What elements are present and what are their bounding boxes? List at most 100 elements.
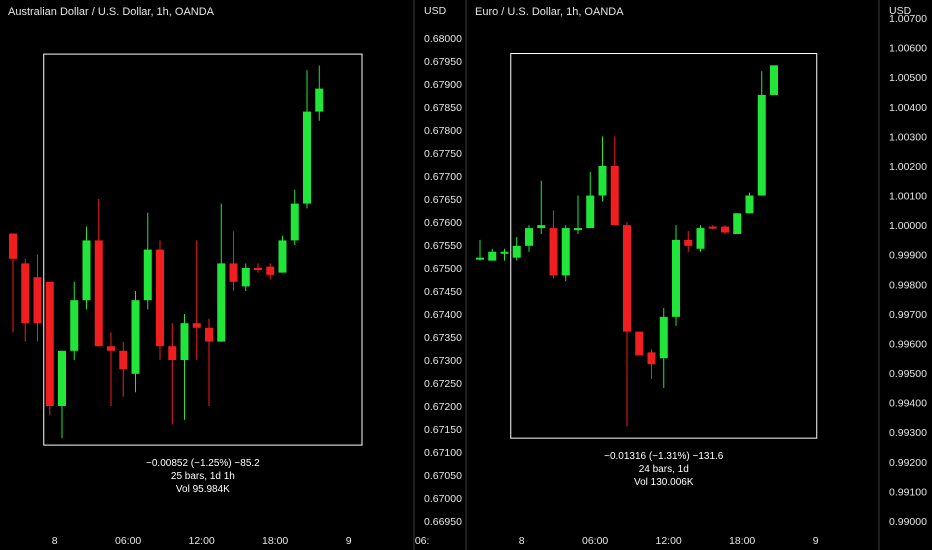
candle[interactable] xyxy=(733,213,742,234)
candle[interactable] xyxy=(205,318,213,406)
audusd-y-tick: 0.67450 xyxy=(424,286,462,298)
candle[interactable] xyxy=(119,341,128,397)
candle[interactable] xyxy=(45,281,54,416)
candle[interactable] xyxy=(659,307,668,388)
candle[interactable] xyxy=(708,225,717,230)
eurusd-y-tick: 0.99200 xyxy=(889,457,927,469)
audusd-range-box[interactable] xyxy=(43,53,363,446)
audusd-y-tick: 0.67900 xyxy=(424,79,462,91)
eurusd-y-tick: 0.99300 xyxy=(889,427,927,439)
eurusd-y-tick: 1.00000 xyxy=(889,220,927,232)
eurusd-chart[interactable]: USD 0.99000 0.99100 0.99200 0.99300 0.99400 0.… xyxy=(467,0,932,550)
candle[interactable] xyxy=(586,171,595,229)
candle[interactable] xyxy=(229,231,238,291)
candle-body xyxy=(266,266,275,275)
eurusd-y-tick: 1.00500 xyxy=(889,72,927,84)
audusd-range-stat: 25 bars, 1d 1h xyxy=(171,471,235,482)
candle-body xyxy=(745,195,754,214)
audusd-range-stat: −0.00852 (−1.25%) −85.2 xyxy=(146,458,260,469)
pane-divider[interactable] xyxy=(465,0,467,550)
candle[interactable] xyxy=(21,258,30,342)
candle[interactable] xyxy=(82,226,91,310)
eurusd-range-box[interactable] xyxy=(510,53,818,439)
candle[interactable] xyxy=(745,192,754,214)
candle[interactable] xyxy=(672,225,680,326)
candle-body xyxy=(659,316,668,359)
candle[interactable] xyxy=(107,332,115,406)
candle[interactable] xyxy=(488,248,497,261)
candle[interactable] xyxy=(476,239,484,261)
candle[interactable] xyxy=(647,349,656,379)
candle[interactable] xyxy=(525,225,533,252)
audusd-y-tick: 0.67050 xyxy=(424,470,462,482)
eurusd-x-tick: 8 xyxy=(519,535,525,547)
eurusd-y-tick: 1.00300 xyxy=(889,131,927,143)
candle-body xyxy=(672,239,680,317)
candle[interactable] xyxy=(33,254,42,342)
candle[interactable] xyxy=(9,233,17,333)
candle[interactable] xyxy=(192,240,201,360)
chart-pane-audusd[interactable]: USD 0.66950 0.67000 0.67050 0.67100 0.67150 0.… xyxy=(0,0,465,550)
candle[interactable] xyxy=(70,281,79,360)
candle[interactable] xyxy=(537,180,546,234)
audusd-chart[interactable]: USD 0.66950 0.67000 0.67050 0.67100 0.67150 0.… xyxy=(0,0,465,550)
candle-body xyxy=(107,346,115,351)
candle[interactable] xyxy=(131,291,140,393)
audusd-x-tick: 18:00 xyxy=(262,535,288,547)
candle[interactable] xyxy=(549,210,558,279)
audusd-y-tick: 0.67600 xyxy=(424,217,462,229)
candle[interactable] xyxy=(757,71,766,196)
candle[interactable] xyxy=(290,189,299,245)
audusd-y-tick: 0.67000 xyxy=(424,493,462,505)
candle[interactable] xyxy=(168,323,177,425)
candle-body xyxy=(290,203,299,241)
candle[interactable] xyxy=(315,65,324,121)
candle[interactable] xyxy=(143,212,152,310)
candle[interactable] xyxy=(303,70,311,209)
audusd-y-tick: 0.67800 xyxy=(424,125,462,137)
candle[interactable] xyxy=(696,225,705,252)
candle[interactable] xyxy=(684,231,693,252)
eurusd-y-tick: 0.99500 xyxy=(889,368,927,380)
candle-body xyxy=(525,228,533,246)
candle[interactable] xyxy=(561,225,570,282)
candle[interactable] xyxy=(598,136,607,202)
candle-body xyxy=(647,352,656,365)
candle-body xyxy=(586,195,595,229)
audusd-y-tick: 0.68000 xyxy=(424,33,462,45)
eurusd-x-tick: 12:00 xyxy=(656,535,682,547)
candle[interactable] xyxy=(217,203,226,342)
candle[interactable] xyxy=(156,240,164,360)
audusd-y-tick: 0.67550 xyxy=(424,240,462,252)
candle-body xyxy=(610,165,619,226)
candle[interactable] xyxy=(58,350,66,439)
candle[interactable] xyxy=(500,248,509,261)
candle[interactable] xyxy=(574,195,582,234)
candle-body xyxy=(635,331,644,356)
candle-body xyxy=(537,225,546,229)
candle[interactable] xyxy=(635,331,644,356)
eurusd-y-tick: 0.99000 xyxy=(889,516,927,528)
candle-body xyxy=(549,228,558,276)
eurusd-currency-label: USD xyxy=(889,5,912,17)
candle[interactable] xyxy=(770,65,778,95)
candle[interactable] xyxy=(266,263,275,280)
candle[interactable] xyxy=(278,235,287,273)
candle-body xyxy=(696,228,705,249)
candle-body xyxy=(488,251,497,261)
audusd-y-tick: 0.67100 xyxy=(424,447,462,459)
candle[interactable] xyxy=(254,263,262,273)
candle-body xyxy=(58,350,66,406)
candle[interactable] xyxy=(610,136,619,226)
audusd-y-tick: 0.66950 xyxy=(424,516,462,528)
candle[interactable] xyxy=(623,222,631,427)
audusd-x-tick: 9 xyxy=(346,535,352,547)
candle[interactable] xyxy=(180,314,189,420)
audusd-y-tick: 0.67400 xyxy=(424,309,462,321)
eurusd-y-tick: 0.99700 xyxy=(889,309,927,321)
candle[interactable] xyxy=(721,225,729,234)
candle[interactable] xyxy=(94,199,103,347)
chart-pane-eurusd[interactable]: USD 0.99000 0.99100 0.99200 0.99300 0.99400 0.… xyxy=(467,0,932,550)
candle[interactable] xyxy=(241,263,250,291)
candle[interactable] xyxy=(512,236,521,261)
